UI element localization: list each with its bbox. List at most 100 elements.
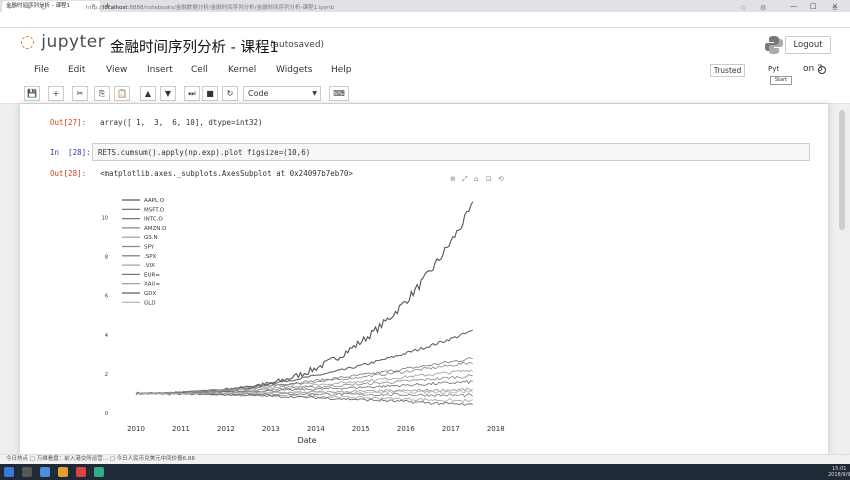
forward-icon[interactable]: → <box>24 3 31 12</box>
y-tick-label: 0 <box>105 411 108 417</box>
menu-file[interactable]: File <box>34 65 50 75</box>
browser-tab[interactable]: 金融时间序列分析 - 课程1 × <box>2 1 100 12</box>
reset-icon[interactable]: ⟲ <box>498 175 504 183</box>
move-up-icon[interactable]: ▲ <box>140 86 156 101</box>
legend-label: GDX <box>144 291 156 297</box>
y-tick-label: 10 <box>102 216 108 222</box>
in28-prompt: In [28]: <box>50 148 91 157</box>
y-tick-label: 6 <box>105 294 108 300</box>
app2-taskbar-icon[interactable] <box>94 467 104 477</box>
close-window-button[interactable]: × <box>832 2 838 10</box>
minimize-button[interactable]: — <box>790 2 797 10</box>
series-line-gld <box>135 389 473 395</box>
paste-icon[interactable]: 📋 <box>114 86 130 101</box>
legend-label: SPY <box>144 245 155 251</box>
y-tick-label: 4 <box>105 333 108 339</box>
tab-close-icon[interactable]: × <box>91 3 96 9</box>
back-icon[interactable]: ← <box>8 3 15 12</box>
out28-output: <matplotlib.axes._subplots.AxesSubplot a… <box>100 169 353 178</box>
app-taskbar-icon[interactable] <box>76 467 86 477</box>
new-tab-button[interactable]: + <box>104 1 111 10</box>
clock-date: 2018/9/9 <box>828 472 850 478</box>
save-icon[interactable]: 💾 <box>24 86 40 101</box>
legend-label: .SPX <box>144 254 157 260</box>
python-logo-icon <box>765 36 783 54</box>
stop-icon[interactable]: ■ <box>202 86 218 101</box>
search-icon[interactable] <box>22 467 32 477</box>
cell-type-select[interactable]: Code ▼ <box>243 86 321 101</box>
insert-cell-button[interactable]: + <box>48 86 64 101</box>
clock-time: 15:01 <box>832 466 847 472</box>
taskbar <box>0 464 850 480</box>
cell-type-value: Code <box>248 89 269 98</box>
menu-insert[interactable]: Insert <box>147 65 173 75</box>
menu-icon[interactable]: ≡ <box>832 4 838 12</box>
fullscreen-icon[interactable]: ⤢ <box>462 175 468 183</box>
x-tick-label: 2014 <box>307 425 325 433</box>
x-tick-label: 2017 <box>442 425 460 433</box>
home-icon[interactable]: ⌂ <box>474 175 479 183</box>
menu-cell[interactable]: Cell <box>191 65 208 75</box>
series-line-msfto <box>135 329 473 395</box>
legend-label: INTC.O <box>144 217 163 223</box>
x-tick-label: 2015 <box>352 425 370 433</box>
code-cell-input[interactable] <box>92 143 810 161</box>
x-tick-label: 2012 <box>217 425 235 433</box>
jupyter-logo[interactable]: ◌ jupyter <box>20 32 105 52</box>
y-tick-label: 2 <box>105 372 108 378</box>
jupyter-wordmark: jupyter <box>41 32 106 52</box>
legend-label: .VIX <box>144 263 155 269</box>
logout-button[interactable]: Logout <box>785 36 831 54</box>
extension-icon[interactable]: ⚙ <box>760 4 767 12</box>
bookmark-icon[interactable]: ☆ <box>740 4 747 12</box>
y-tick-label: 8 <box>105 255 108 261</box>
select-icon[interactable]: ⊡ <box>486 175 492 183</box>
browser-taskbar-icon[interactable] <box>40 467 50 477</box>
legend-label: MSFT.O <box>144 207 165 213</box>
out28-prompt: Out[28]: <box>50 169 87 178</box>
start-icon[interactable] <box>4 467 14 477</box>
legend-label: EUR= <box>144 272 160 278</box>
menu-edit[interactable]: Edit <box>68 65 86 75</box>
url-host: localhost <box>102 5 128 11</box>
chevron-down-icon: ▼ <box>312 90 317 97</box>
x-tick-label: 2018 <box>487 425 505 433</box>
legend-label: GLD <box>144 300 156 306</box>
scrollbar[interactable] <box>838 104 846 454</box>
legend-label: AAPL.O <box>144 198 165 204</box>
maximize-button[interactable]: □ <box>810 2 817 10</box>
url-input[interactable]: http://localhost:8888/notebooks/金融数据分析/金… <box>86 3 726 13</box>
menu-help[interactable]: Help <box>331 65 352 75</box>
url-prefix: http:// <box>86 5 103 11</box>
url-path: :8888/notebooks/金融数据分析/金融时间序列分析/金融时间序列分析… <box>127 5 334 11</box>
restart-icon[interactable]: ↻ <box>222 86 238 101</box>
trusted-badge[interactable]: Trusted <box>710 64 745 77</box>
x-tick-label: 2010 <box>127 425 145 433</box>
kernel-name-partial: Pyt <box>768 65 780 73</box>
scrollbar-thumb[interactable] <box>839 110 845 230</box>
status-bar: 今日热点 ▢ 万维看盘：前入港交所运营... ▢ 今日人民币兑美元中间价报6.8… <box>0 454 850 464</box>
out27-prompt: Out[27]: <box>50 118 87 127</box>
in28-code[interactable]: RETS.cumsum().apply(np.exp).plot figsize… <box>98 148 311 157</box>
browser-tabbar <box>0 0 850 12</box>
cut-icon[interactable]: ✂ <box>72 86 88 101</box>
status-text: 今日热点 ▢ 万维看盘：前入港交所运营... ▢ 今日人民币兑美元中间价报6.8… <box>6 456 195 462</box>
legend-label: GS.N <box>144 235 158 241</box>
kernel-tooltip: Start <box>770 76 792 85</box>
jupyter-logo-icon: ◌ <box>20 32 36 52</box>
folder-taskbar-icon[interactable] <box>58 467 68 477</box>
move-down-icon[interactable]: ▼ <box>160 86 176 101</box>
keyboard-icon[interactable]: ⌨ <box>329 86 349 101</box>
menu-kernel[interactable]: Kernel <box>228 65 257 75</box>
notebook-title[interactable]: 金融时间序列分析 - 课程1 <box>110 40 279 56</box>
zoom-icon[interactable]: ⊕ <box>450 175 456 183</box>
copy-icon[interactable]: ⎘ <box>94 86 110 101</box>
reload-icon[interactable]: ↻ <box>40 3 47 12</box>
menu-widgets[interactable]: Widgets <box>276 65 313 75</box>
toolbar <box>0 84 850 104</box>
legend-label: AMZN.O <box>144 226 167 232</box>
run-icon[interactable]: ⏭ <box>184 86 200 101</box>
x-tick-label: 2013 <box>262 425 280 433</box>
kernel-status-icon <box>818 66 826 74</box>
menu-view[interactable]: View <box>106 65 128 75</box>
